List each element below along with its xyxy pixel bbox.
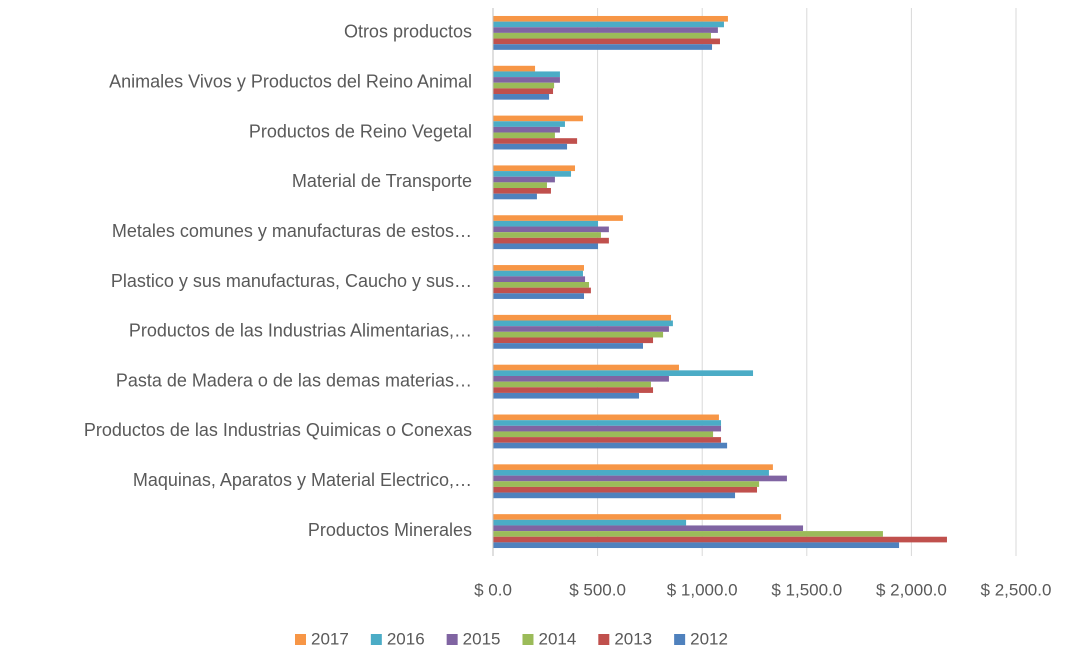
bar	[493, 27, 718, 33]
bar	[493, 531, 883, 537]
bar	[493, 276, 586, 282]
bar	[493, 464, 773, 470]
bar	[493, 370, 754, 376]
bar	[493, 282, 590, 288]
bar	[493, 442, 728, 449]
bar	[493, 188, 551, 194]
bar	[493, 226, 609, 233]
bar	[493, 94, 550, 100]
bar	[493, 215, 623, 221]
bar	[493, 320, 673, 327]
bar	[493, 392, 640, 399]
y-tick-label: Productos de las Industrias Quimicas o C…	[84, 420, 472, 440]
legend-label: 2013	[614, 629, 652, 648]
legend-swatch	[370, 634, 382, 645]
bar	[493, 132, 555, 139]
y-tick-label: Productos Minerales	[308, 520, 472, 540]
legend-swatch	[446, 634, 458, 645]
bar	[493, 437, 722, 443]
bar	[493, 270, 583, 277]
bar	[493, 519, 687, 526]
bar	[493, 143, 568, 150]
bar	[493, 126, 560, 133]
bar	[493, 121, 565, 127]
x-tick-label: $ 2,000.0	[876, 580, 947, 599]
bar	[493, 542, 900, 549]
y-tick-label: Metales comunes y manufacturas de estos…	[112, 221, 472, 241]
bar	[493, 331, 664, 338]
bar	[493, 15, 728, 22]
bar	[493, 364, 679, 371]
x-tick-label: $ 0.0	[474, 580, 512, 599]
bar	[493, 88, 554, 95]
bar	[493, 514, 782, 520]
legend-label: 2017	[311, 629, 349, 648]
x-tick-label: $ 1,000.0	[667, 580, 738, 599]
legend-swatch	[522, 634, 534, 645]
bar	[493, 171, 572, 177]
bar	[493, 237, 609, 244]
bar	[493, 414, 719, 421]
bar	[493, 475, 787, 482]
bar	[493, 525, 804, 532]
legend-label: 2015	[463, 629, 501, 648]
bar	[493, 44, 713, 50]
bar	[493, 115, 583, 122]
legend-swatch	[674, 634, 686, 645]
bar	[493, 165, 576, 172]
y-tick-label: Material de Transporte	[292, 171, 472, 191]
y-tick-label: Otros productos	[344, 22, 472, 42]
y-tick-label: Productos de Reino Vegetal	[249, 121, 472, 141]
y-tick-label: Animales Vivos y Productos del Reino Ani…	[109, 71, 472, 91]
bar	[493, 287, 591, 294]
bar	[493, 38, 720, 45]
bar	[493, 220, 599, 227]
y-tick-label: Maquinas, Aparatos y Material Electrico,…	[133, 470, 472, 490]
bar	[493, 65, 536, 72]
bar	[493, 431, 714, 438]
bar	[493, 492, 736, 499]
y-tick-label: Plastico y sus manufacturas, Caucho y su…	[111, 271, 472, 291]
bar	[493, 293, 585, 299]
legend-swatch	[295, 634, 306, 645]
bar	[493, 176, 555, 183]
bar	[493, 536, 947, 543]
y-tick-label: Pasta de Madera o de las demas materias…	[116, 370, 472, 390]
bar	[493, 481, 760, 487]
legend-label: 2014	[538, 629, 576, 648]
bar	[493, 71, 560, 78]
x-tick-label: $ 500.0	[569, 580, 626, 599]
bar	[493, 82, 555, 89]
bar	[493, 265, 585, 271]
bar	[493, 387, 654, 393]
bar	[493, 420, 722, 426]
bar	[493, 337, 654, 344]
bar	[493, 193, 537, 200]
bar	[493, 326, 669, 332]
bar	[493, 343, 643, 349]
bar	[493, 381, 651, 388]
bar	[493, 243, 599, 250]
x-tick-label: $ 2,500.0	[981, 580, 1052, 599]
bar	[493, 469, 769, 476]
bar	[493, 232, 601, 238]
bar	[493, 138, 578, 144]
legend-swatch	[598, 634, 610, 645]
bar	[493, 425, 722, 432]
legend-label: 2016	[387, 629, 425, 648]
bar	[493, 21, 724, 28]
x-tick-label: $ 1,500.0	[771, 580, 842, 599]
bar	[493, 375, 669, 382]
y-tick-label: Productos de las Industrias Alimentarias…	[129, 321, 472, 341]
legend-label: 2012	[690, 629, 728, 648]
bar	[493, 32, 711, 39]
bar	[493, 77, 560, 83]
bar	[493, 486, 758, 493]
bar	[493, 182, 547, 189]
bar	[493, 314, 672, 321]
